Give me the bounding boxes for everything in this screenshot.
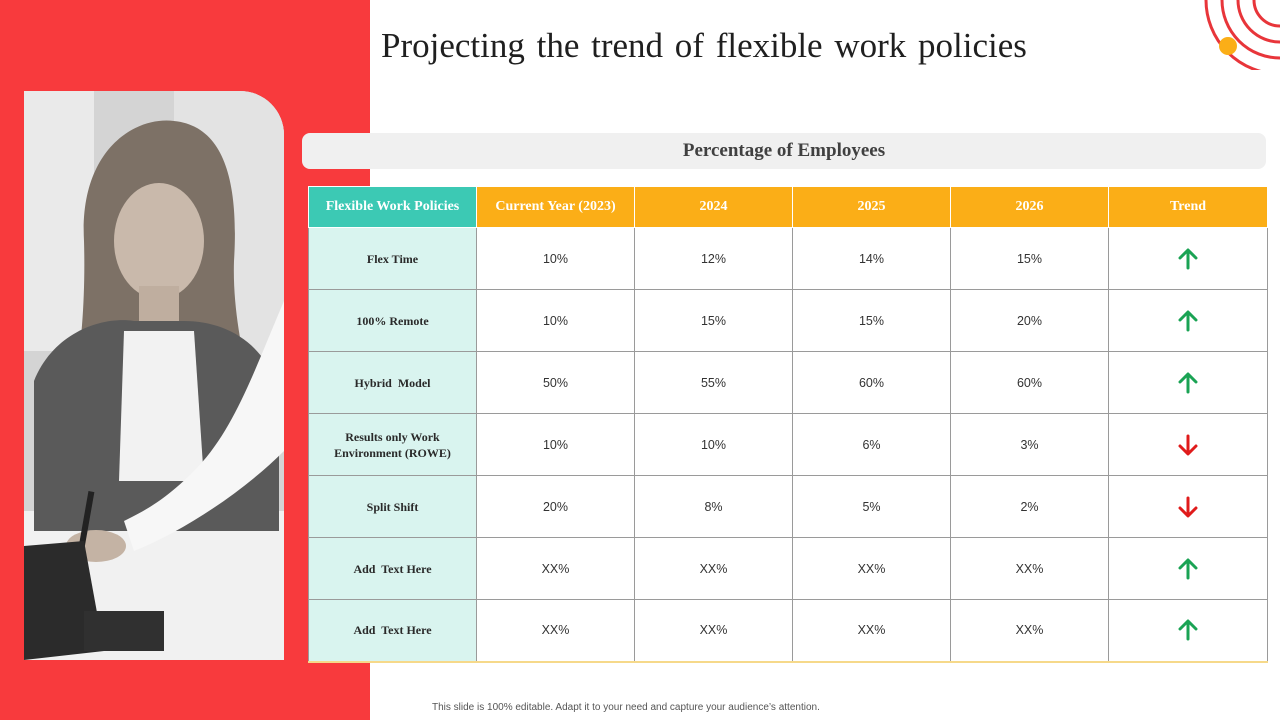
value-cell: 10% [476, 289, 635, 352]
slide-title: Projecting the trend of flexible work po… [381, 26, 1027, 65]
header-trend: Trend [1108, 186, 1268, 228]
table-row: Flex Time 10% 12% 14% 15% [308, 227, 1268, 290]
value-cell: 2% [950, 475, 1109, 538]
trend-cell [1108, 351, 1268, 414]
table-row: Split Shift 20% 8% 5% 2% [308, 475, 1268, 538]
trend-cell [1108, 599, 1268, 663]
value-cell: XX% [476, 599, 635, 663]
header-2026: 2026 [950, 186, 1109, 228]
arrow-up-icon [1178, 248, 1198, 269]
footer-note: This slide is 100% editable. Adapt it to… [432, 702, 820, 713]
policy-name: 100% Remote [308, 289, 477, 352]
value-cell: 6% [792, 413, 951, 476]
value-cell: 55% [634, 351, 793, 414]
header-2024: 2024 [634, 186, 793, 228]
trend-cell [1108, 413, 1268, 476]
value-cell: 20% [476, 475, 635, 538]
header-2025: 2025 [792, 186, 951, 228]
value-cell: 50% [476, 351, 635, 414]
value-cell: XX% [634, 537, 793, 600]
policy-name: Add Text Here [308, 537, 477, 600]
value-cell: 8% [634, 475, 793, 538]
table-header-row: Flexible Work Policies Current Year (202… [308, 186, 1268, 228]
value-cell: 10% [476, 413, 635, 476]
trend-cell [1108, 289, 1268, 352]
arrow-up-icon [1178, 558, 1198, 579]
value-cell: 60% [950, 351, 1109, 414]
value-cell: 10% [476, 227, 635, 290]
table-row: Hybrid Model 50% 55% 60% 60% [308, 351, 1268, 414]
value-cell: XX% [634, 599, 793, 663]
value-cell: XX% [476, 537, 635, 600]
arrow-up-icon [1178, 310, 1198, 331]
value-cell: 5% [792, 475, 951, 538]
value-cell: XX% [792, 537, 951, 600]
value-cell: XX% [792, 599, 951, 663]
value-cell: 60% [792, 351, 951, 414]
arrow-up-icon [1178, 619, 1198, 641]
policy-name: Hybrid Model [308, 351, 477, 414]
policy-table: Flexible Work Policies Current Year (202… [308, 186, 1268, 663]
policy-name: Results only Work Environment (ROWE) [308, 413, 477, 476]
policy-name: Add Text Here [308, 599, 477, 663]
woman-working-photo [24, 91, 284, 660]
header-current-year: Current Year (2023) [476, 186, 635, 228]
value-cell: 10% [634, 413, 793, 476]
value-cell: 3% [950, 413, 1109, 476]
trend-cell [1108, 537, 1268, 600]
policy-name: Flex Time [308, 227, 477, 290]
table-row: 100% Remote 10% 15% 15% 20% [308, 289, 1268, 352]
table-row: Add Text Here XX% XX% XX% XX% [308, 537, 1268, 600]
table-row: Add Text Here XX% XX% XX% XX% [308, 599, 1268, 663]
value-cell: 15% [950, 227, 1109, 290]
section-header: Percentage of Employees [302, 133, 1266, 169]
value-cell: XX% [950, 537, 1109, 600]
arrow-down-icon [1178, 496, 1198, 517]
concentric-arcs-decoration [1200, 0, 1280, 70]
value-cell: 15% [634, 289, 793, 352]
value-cell: XX% [950, 599, 1109, 663]
value-cell: 14% [792, 227, 951, 290]
trend-cell [1108, 475, 1268, 538]
arrow-up-icon [1178, 372, 1198, 393]
value-cell: 15% [792, 289, 951, 352]
header-policy: Flexible Work Policies [308, 186, 477, 228]
trend-cell [1108, 227, 1268, 290]
value-cell: 12% [634, 227, 793, 290]
table-row: Results only Work Environment (ROWE) 10%… [308, 413, 1268, 476]
arrow-down-icon [1178, 434, 1198, 455]
value-cell: 20% [950, 289, 1109, 352]
policy-name: Split Shift [308, 475, 477, 538]
